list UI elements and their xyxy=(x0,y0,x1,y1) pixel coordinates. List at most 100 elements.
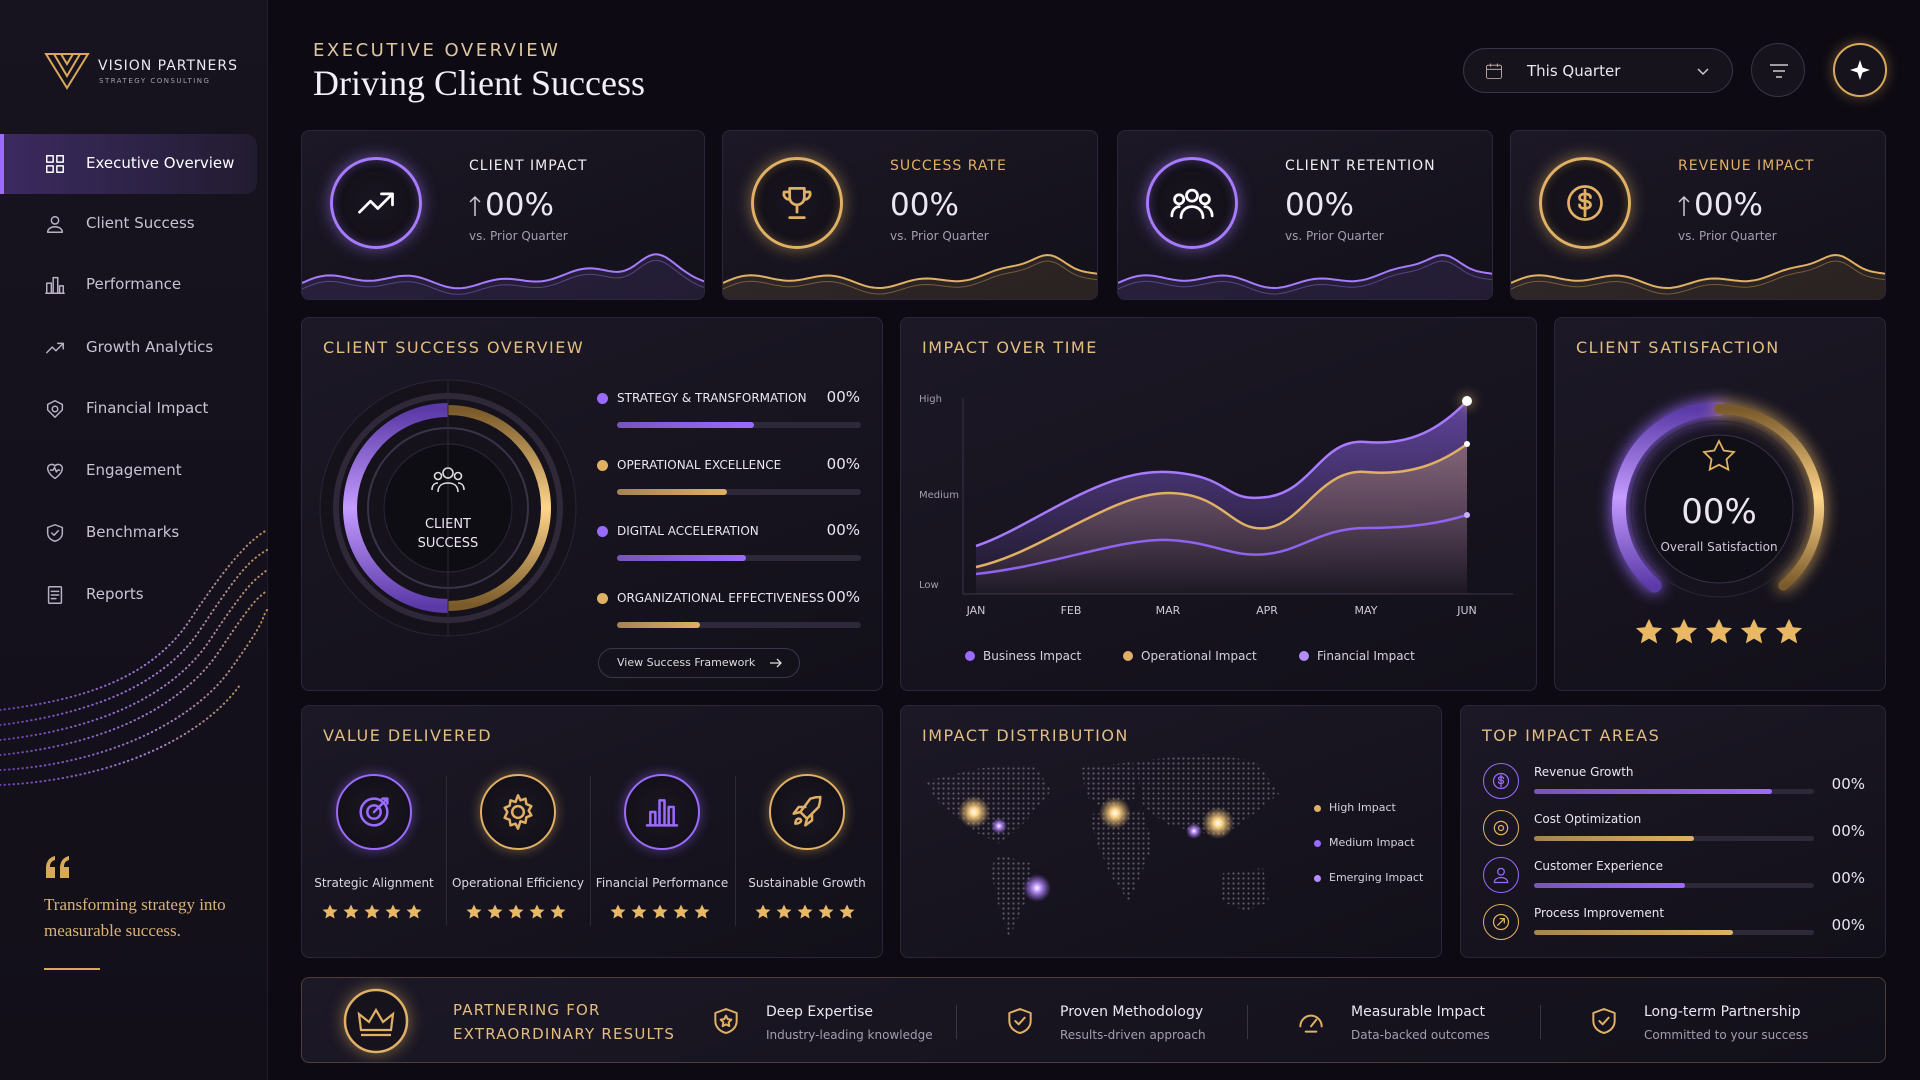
divider xyxy=(590,776,591,926)
banner-icon-part xyxy=(714,1008,738,1034)
nav-icon-part-part xyxy=(46,226,64,233)
kpi-note: vs. Prior Quarter xyxy=(469,229,568,243)
world-map-part-part xyxy=(1219,868,1269,911)
value-icon xyxy=(336,774,412,850)
nav-icon-part-part xyxy=(50,215,60,225)
nav-item[interactable]: Performance xyxy=(0,255,257,315)
nav-icon-part-part xyxy=(46,524,64,542)
banner-icon-part xyxy=(1008,1008,1032,1034)
sidebar-wave-part-part xyxy=(0,569,268,741)
up-arrow-part-part xyxy=(1678,195,1690,216)
star-part xyxy=(610,904,626,919)
banner-icon xyxy=(1295,1005,1327,1041)
legend-dot xyxy=(1314,875,1321,882)
nav-label: Executive Overview xyxy=(86,154,235,172)
nav-icon xyxy=(44,460,66,486)
area-icon-part-part xyxy=(1492,772,1510,790)
star-part-part xyxy=(776,904,792,919)
banner-icon-part-part xyxy=(1598,1016,1610,1026)
area-icon-part xyxy=(1492,913,1510,931)
nav-item[interactable]: Engagement xyxy=(0,441,257,501)
kpi-wave-part-part xyxy=(1511,253,1885,290)
filter-icon-part xyxy=(1770,64,1788,78)
framework-link[interactable]: View Success Framework xyxy=(598,648,800,678)
star-part-part xyxy=(322,904,338,919)
nav-icon xyxy=(44,337,66,363)
nav-item[interactable]: Executive Overview xyxy=(0,134,257,194)
progress-fill xyxy=(617,488,727,495)
star xyxy=(1635,618,1663,650)
quote-rule xyxy=(44,968,100,970)
y-level-label: Low xyxy=(919,580,939,591)
nav-item[interactable]: Financial Impact xyxy=(0,379,257,439)
star xyxy=(1740,618,1768,650)
area-value: 00% xyxy=(1831,775,1865,793)
star-part-part xyxy=(508,904,524,919)
legend-dot xyxy=(965,651,975,661)
kpi-wave-part-part xyxy=(1118,253,1492,290)
banner-item-title: Long-term Partnership xyxy=(1644,1004,1801,1020)
filter-button[interactable] xyxy=(1751,43,1805,97)
star-part-part xyxy=(755,904,771,919)
nav-label: Performance xyxy=(86,275,182,293)
banner-item-subtitle: Industry-leading knowledge xyxy=(766,1028,933,1042)
up-arrow-part xyxy=(1678,195,1690,216)
legend-dot xyxy=(1123,651,1133,661)
brand: VISION PARTNERS xyxy=(98,58,238,74)
kpi-wave-part-part xyxy=(302,259,704,295)
nav-icon-part-part xyxy=(47,586,63,604)
star-part-part xyxy=(1705,618,1733,644)
banner-icon-part-part xyxy=(1008,1008,1032,1034)
nav-item[interactable]: Benchmarks xyxy=(0,503,257,563)
star xyxy=(1775,618,1803,650)
value-icon-part-part xyxy=(645,799,679,827)
star xyxy=(385,904,401,924)
world-map-part xyxy=(1202,807,1234,839)
progress-track xyxy=(617,422,861,428)
kpi-value: 00% xyxy=(1694,187,1763,223)
star xyxy=(1705,618,1733,650)
x-month-label: FEB xyxy=(1060,604,1082,617)
nav-item[interactable]: Reports xyxy=(0,565,257,625)
area-icon xyxy=(1483,857,1519,893)
y-level-label: Medium xyxy=(919,490,959,501)
legend-label: Emerging Impact xyxy=(1329,871,1424,884)
legend-dot xyxy=(1314,805,1321,812)
star xyxy=(755,904,771,924)
satisfaction-gauge xyxy=(1612,402,1824,598)
nav-item[interactable]: Client Success xyxy=(0,194,257,254)
period-dropdown[interactable]: This Quarter xyxy=(1463,48,1733,93)
star xyxy=(818,904,834,924)
kpi-icon-part xyxy=(782,186,812,220)
kpi-wave xyxy=(302,239,704,299)
star-part xyxy=(1670,618,1698,644)
item-label: STRATEGY & TRANSFORMATION xyxy=(617,391,807,405)
card-title: IMPACT DISTRIBUTION xyxy=(922,726,1129,745)
star xyxy=(406,904,422,924)
calendar-icon xyxy=(1486,63,1502,79)
world-map-part-part xyxy=(1089,811,1153,902)
star xyxy=(343,904,359,924)
assistant-button[interactable] xyxy=(1833,43,1887,97)
banner-icon-part-part xyxy=(1299,1014,1323,1028)
sidebar-wave-part-part xyxy=(0,549,268,726)
nav-item[interactable]: Growth Analytics xyxy=(0,318,257,378)
banner-item-title: Measurable Impact xyxy=(1351,1004,1486,1020)
nav-icon-part xyxy=(46,400,64,418)
nav-icon-part-part xyxy=(46,155,54,163)
star-part xyxy=(1705,618,1733,644)
star-part xyxy=(529,904,545,919)
area-icon-part-part xyxy=(1497,867,1505,876)
kpi-icon xyxy=(1539,157,1631,249)
banner-icon-part-part xyxy=(1592,1008,1616,1034)
kpi-icon-part-part xyxy=(1173,193,1186,206)
legend-dot xyxy=(1299,651,1309,661)
star-part xyxy=(1635,618,1663,644)
progress-track xyxy=(1534,930,1814,935)
nav-icon xyxy=(44,398,66,424)
donut xyxy=(319,379,577,637)
kpi-wave-part xyxy=(1118,253,1492,299)
up-arrow xyxy=(1677,195,1691,221)
banner-icon xyxy=(710,1005,742,1041)
